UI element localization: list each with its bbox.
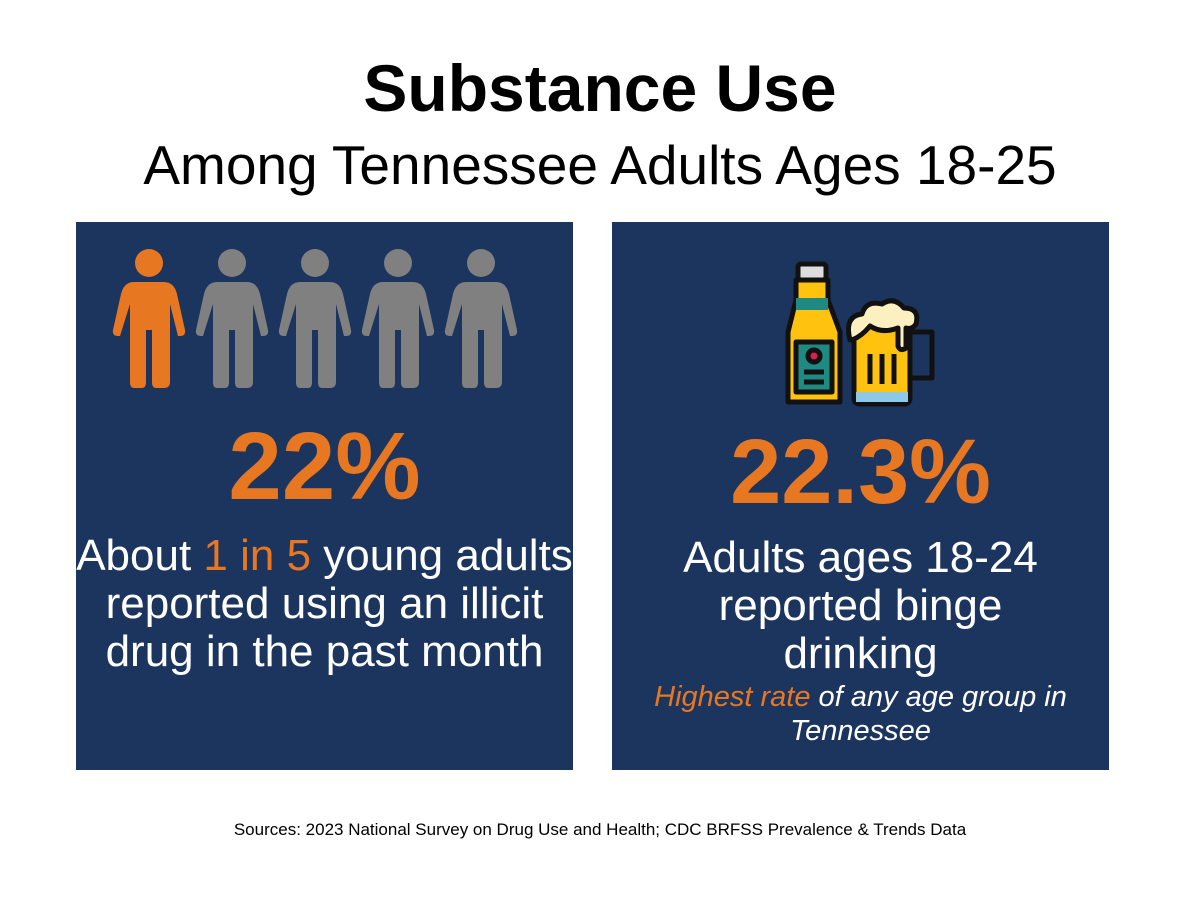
text-before: About <box>76 531 204 580</box>
text-after: young adults reported using an illicit d… <box>105 531 573 676</box>
person-icon <box>361 249 435 388</box>
binge-drinking-text: Adults ages 18-24 reported binge drinkin… <box>683 533 1038 678</box>
note-highlight: Highest rate <box>654 681 811 713</box>
page-title: Substance Use <box>363 51 837 125</box>
binge-drinking-note: Highest rate of any age group in Tenness… <box>612 680 1109 748</box>
illicit-drug-stat: 22% <box>228 413 421 520</box>
illicit-drug-text: About 1 in 5 young adults reported using… <box>76 532 573 676</box>
text-highlight: 1 in 5 <box>203 531 312 580</box>
people-icons <box>112 242 518 390</box>
person-icon <box>195 249 269 388</box>
sources-footnote: Sources: 2023 National Survey on Drug Us… <box>233 820 967 839</box>
note-rest: of any age group in Tennessee <box>790 681 1067 747</box>
binge-drinking-stat: 22.3% <box>730 421 991 523</box>
person-icon <box>444 249 518 388</box>
person-icon <box>278 249 352 388</box>
beer-bottle-and-mug-icon <box>785 261 935 407</box>
illicit-drug-panel: 22% About 1 in 5 young adults reported u… <box>76 222 573 770</box>
person-icon-highlighted <box>112 249 186 388</box>
binge-drinking-panel: 22.3% Adults ages 18-24 reported binge d… <box>612 222 1109 770</box>
page-subtitle: Among Tennessee Adults Ages 18-25 <box>143 134 1057 196</box>
